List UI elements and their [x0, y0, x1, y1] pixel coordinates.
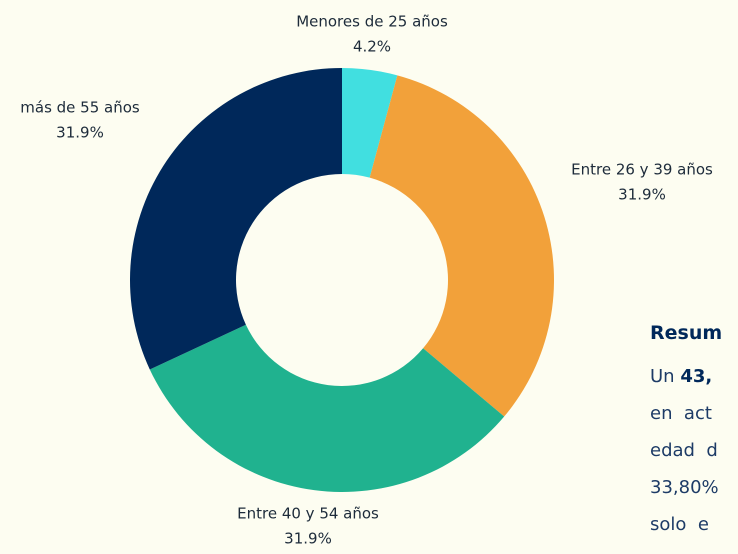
summary-text: 43, [680, 366, 713, 387]
slice-value: 31.9% [618, 186, 666, 204]
slice-value: 31.9% [284, 530, 332, 548]
slice-value: 31.9% [56, 124, 104, 142]
slice-label: más de 55 años [20, 99, 140, 117]
slice-label: Entre 26 y 39 años [571, 161, 713, 179]
slice-label: Menores de 25 años [296, 13, 448, 31]
donut-slice [129, 68, 342, 370]
donut-slice [369, 75, 554, 417]
summary-text: solo e [650, 514, 709, 535]
summary-line: Un 43, [650, 358, 738, 395]
summary-line: 33,80% [650, 469, 738, 506]
slice-value: 4.2% [353, 38, 391, 56]
slice-label: Entre 40 y 54 años [237, 505, 379, 523]
donut-slice [342, 68, 398, 178]
summary-text: en act [650, 403, 712, 424]
summary-line: edad d [650, 432, 738, 469]
donut-slice [149, 324, 505, 493]
summary-line: en act [650, 395, 738, 432]
summary-text: edad d [650, 440, 718, 461]
summary-line: solo e [650, 506, 738, 543]
summary-text: 33,80% [650, 477, 719, 498]
summary-text: Un [650, 366, 681, 387]
summary-panel: Resum Un 43, en act edad d 33,80% solo e [650, 322, 738, 554]
summary-title: Resum [650, 322, 723, 344]
